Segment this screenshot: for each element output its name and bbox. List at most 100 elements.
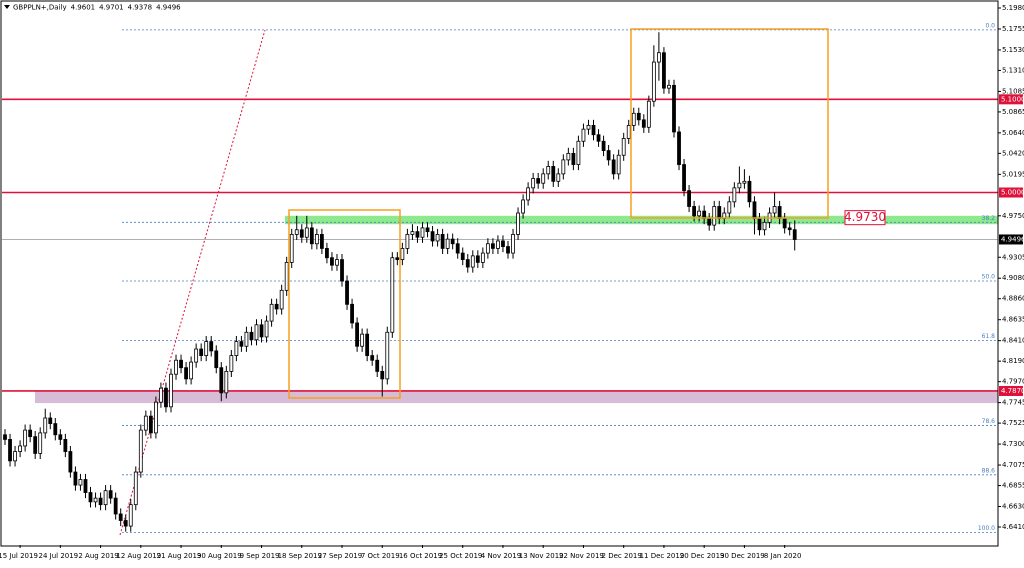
candle-body — [631, 112, 636, 126]
candle-body — [576, 140, 581, 165]
candle-body — [148, 415, 153, 434]
fib-label: 50.0 — [982, 274, 996, 281]
candle-body — [762, 221, 767, 231]
candle-body — [244, 331, 249, 347]
candle-body — [385, 331, 390, 380]
y-tick-label: 4.6855 — [1002, 482, 1024, 490]
candle-body — [108, 490, 113, 499]
candle-body — [58, 434, 63, 440]
candle-body — [662, 52, 666, 89]
candle-body — [249, 331, 254, 341]
x-tick-label: 25 Oct 2019 — [439, 552, 482, 560]
candle-body — [742, 180, 747, 184]
candle-body — [199, 348, 204, 356]
candle-body — [294, 229, 299, 235]
candle-body — [23, 429, 28, 447]
candle-body — [103, 490, 108, 506]
candle-body — [184, 367, 188, 380]
candle-body — [450, 238, 455, 245]
candle-body — [501, 240, 505, 247]
candle-body — [682, 164, 686, 192]
candle-body — [496, 240, 500, 249]
candle-body — [677, 131, 681, 165]
level-label: 5.1000 — [1001, 95, 1024, 103]
candle-body — [355, 322, 360, 347]
fibonacci: 0.0 38.2 50.0 61.8 78.6 88.6 100.0 — [122, 22, 998, 534]
candle-body — [717, 206, 722, 219]
x-tick-label: 4 Nov 2019 — [481, 552, 521, 560]
y-tick-label: 5.0640 — [1002, 129, 1024, 137]
candle-body — [345, 280, 349, 305]
level-label: 5.0000 — [1001, 189, 1024, 197]
candle-body — [712, 206, 717, 226]
candle-body — [335, 259, 339, 266]
candle-body — [626, 125, 631, 139]
candle-body — [692, 206, 697, 217]
level-tag — [999, 94, 1023, 105]
candle-body — [264, 320, 269, 338]
x-tick-label: 22 Nov 2019 — [559, 552, 604, 560]
current-price-label: 4.9496 — [1001, 235, 1024, 243]
candle-body — [234, 341, 239, 356]
candle-body — [470, 255, 475, 268]
candle-body — [420, 227, 425, 238]
y-tick-label: 4.9080 — [1002, 274, 1024, 282]
annotation-box — [844, 210, 886, 226]
candle-body — [410, 231, 415, 235]
candle-body — [757, 218, 762, 231]
y-tick-label: 4.7525 — [1002, 419, 1024, 427]
candle-body — [350, 303, 354, 324]
x-tick-label: 16 Oct 2019 — [399, 552, 442, 560]
candle-body — [73, 471, 78, 486]
range-box — [288, 209, 401, 399]
candle-body — [83, 479, 88, 493]
candle-body — [737, 182, 742, 189]
candle-body — [581, 128, 586, 142]
candle-body — [395, 257, 400, 260]
x-tick-label: 13 Nov 2019 — [519, 552, 564, 560]
candle-body — [415, 231, 420, 238]
y-tick-label: 4.8410 — [1002, 337, 1024, 345]
x-tick-label: 2 Aug 2019 — [78, 552, 118, 560]
candle-body — [153, 401, 158, 434]
y-tick-label: 5.1310 — [1002, 66, 1024, 74]
candle-body — [209, 341, 214, 352]
candle-body — [194, 348, 199, 363]
candle-body — [330, 257, 334, 266]
y-tick-label: 4.7970 — [1002, 378, 1024, 386]
candle-body — [707, 218, 712, 226]
candle-body — [33, 436, 38, 454]
candle-body — [239, 341, 244, 347]
candle-body — [667, 84, 671, 89]
candle-body — [621, 138, 626, 156]
candle-body — [269, 303, 274, 322]
candle-body — [189, 361, 194, 380]
candles — [3, 32, 797, 532]
candle-body — [445, 238, 450, 249]
y-tick-label: 5.0195 — [1002, 170, 1024, 178]
candle-body — [279, 289, 284, 310]
candle-body — [169, 373, 173, 408]
candle-body — [133, 471, 138, 506]
candle-body — [536, 178, 541, 184]
candle-body — [143, 415, 148, 431]
candle-body — [138, 429, 143, 473]
candle-body — [314, 234, 319, 245]
candle-body — [521, 199, 525, 214]
candle-body — [118, 513, 123, 521]
candle-body — [651, 61, 656, 102]
menu-arrow — [4, 5, 10, 9]
candle-body — [259, 324, 264, 338]
candle-body — [531, 178, 536, 189]
level-tag — [999, 187, 1023, 198]
y-tick-label: 4.8635 — [1002, 316, 1024, 324]
candle-body — [511, 234, 515, 254]
x-tick-label: 30 Dec 2019 — [720, 552, 765, 560]
candle-body — [551, 166, 556, 182]
candle-body — [641, 119, 646, 128]
fib-label: 78.6 — [982, 418, 996, 425]
header-open: 4.9601 — [71, 4, 96, 12]
candle-body — [88, 492, 93, 503]
candle-body — [440, 234, 445, 249]
